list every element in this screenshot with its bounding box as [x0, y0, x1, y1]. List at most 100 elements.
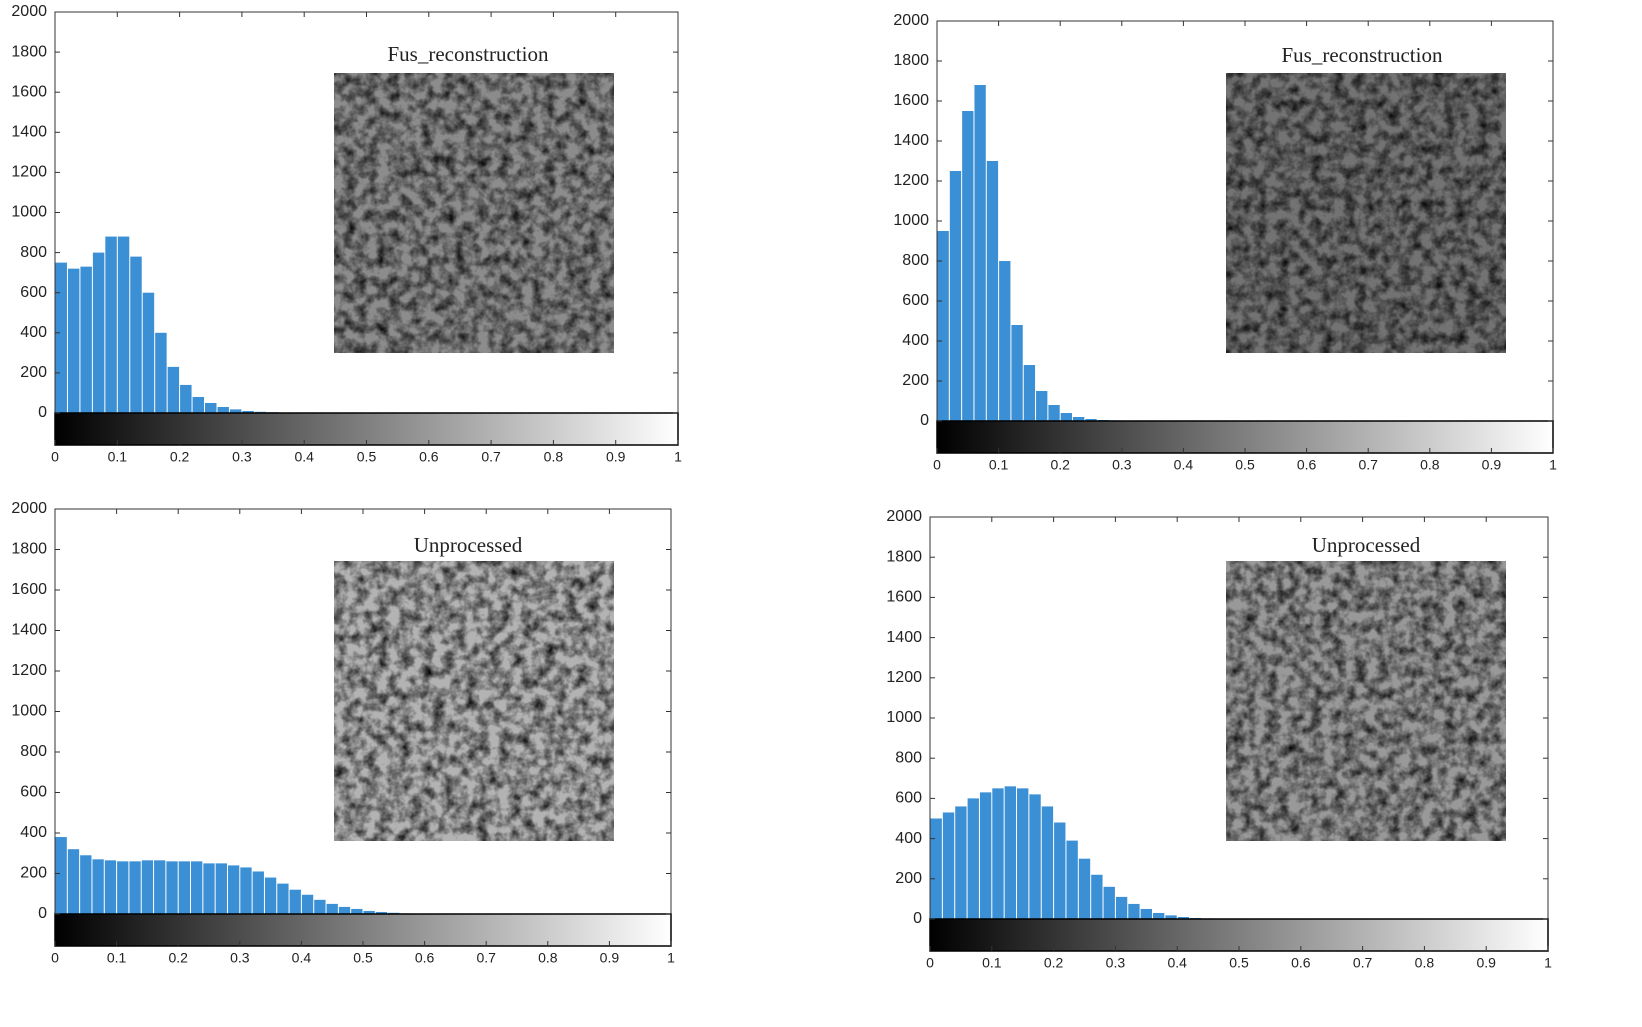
bar — [962, 111, 973, 421]
bar — [1104, 887, 1115, 919]
bar — [142, 860, 153, 914]
x-tick-label: 1 — [1549, 457, 1557, 473]
bar — [943, 812, 954, 919]
inset-image-texture — [334, 561, 614, 841]
bar — [1005, 786, 1016, 919]
y-tick-label: 800 — [895, 749, 922, 766]
y-tick-label: 0 — [38, 905, 47, 922]
bar — [56, 263, 67, 413]
bar — [1029, 794, 1040, 919]
y-tick-label: 0 — [913, 910, 922, 927]
x-tick-label: 0.1 — [989, 457, 1009, 473]
x-tick-label: 0.7 — [1358, 457, 1378, 473]
bar — [302, 895, 313, 914]
bar — [253, 871, 264, 914]
bar — [93, 253, 104, 413]
bar — [143, 293, 154, 413]
x-tick-label: 0.5 — [1229, 955, 1249, 971]
x-tick-label: 0.2 — [1050, 457, 1070, 473]
y-tick-label: 1000 — [11, 204, 47, 221]
inset-image-texture — [1226, 73, 1506, 353]
bar — [1042, 806, 1053, 919]
y-tick-label: 600 — [895, 790, 922, 807]
bar — [1017, 788, 1028, 919]
bar — [92, 859, 103, 914]
bar — [80, 267, 91, 413]
x-tick-label: 0.6 — [1297, 457, 1317, 473]
y-tick-label: 1200 — [893, 172, 929, 189]
x-tick-label: 0.8 — [544, 449, 564, 465]
bar — [1011, 325, 1022, 421]
bar — [265, 878, 276, 914]
y-tick-label: 0 — [920, 412, 929, 429]
x-tick-label: 1 — [667, 950, 675, 966]
bar — [277, 884, 288, 914]
y-tick-label: 200 — [20, 865, 47, 882]
inset-title: Fus_reconstruction — [1282, 43, 1443, 67]
y-tick-label: 2000 — [11, 500, 47, 517]
y-tick-label: 1400 — [11, 622, 47, 639]
x-tick-label: 0.9 — [1476, 955, 1496, 971]
x-tick-label: 0.8 — [538, 950, 558, 966]
bar — [130, 257, 141, 413]
y-tick-label: 2000 — [886, 508, 922, 525]
x-tick-label: 0.9 — [600, 950, 620, 966]
bar — [1153, 913, 1164, 919]
x-tick-label: 0.3 — [1112, 457, 1132, 473]
y-tick-label: 1600 — [11, 581, 47, 598]
x-tick-label: 0.4 — [1167, 955, 1187, 971]
x-tick-label: 0 — [51, 950, 59, 966]
inset-title: Fus_reconstruction — [388, 42, 549, 66]
bar — [968, 798, 979, 919]
y-tick-label: 400 — [902, 332, 929, 349]
y-tick-label: 200 — [902, 372, 929, 389]
x-tick-label: 0.1 — [982, 955, 1002, 971]
inset-image-texture — [1226, 561, 1506, 841]
bar — [1116, 897, 1127, 919]
x-tick-label: 0.1 — [108, 449, 128, 465]
y-tick-label: 1800 — [11, 541, 47, 558]
bar — [217, 407, 228, 413]
y-tick-label: 1800 — [893, 52, 929, 69]
x-tick-label: 0.1 — [107, 950, 127, 966]
bar — [1091, 875, 1102, 919]
bar — [240, 867, 251, 914]
y-tick-label: 1400 — [893, 132, 929, 149]
y-tick-label: 1800 — [11, 43, 47, 60]
x-tick-label: 0.8 — [1415, 955, 1435, 971]
bar — [314, 900, 325, 914]
bar — [290, 890, 301, 914]
bar — [216, 863, 227, 914]
y-tick-label: 200 — [895, 870, 922, 887]
y-tick-label: 800 — [20, 244, 47, 261]
bar — [980, 792, 991, 919]
bar — [931, 819, 942, 920]
bar — [68, 269, 79, 413]
bar — [166, 861, 177, 914]
bar — [974, 85, 985, 421]
bar — [339, 907, 350, 914]
y-tick-label: 400 — [20, 324, 47, 341]
inset-image-texture — [334, 73, 614, 353]
y-tick-label: 600 — [20, 284, 47, 301]
x-tick-label: 0.2 — [1044, 955, 1064, 971]
bar — [1024, 365, 1035, 421]
x-tick-label: 0.6 — [1291, 955, 1311, 971]
bar — [938, 231, 949, 421]
bar — [80, 855, 91, 914]
bar — [1141, 909, 1152, 919]
bar — [203, 863, 214, 914]
y-tick-label: 1600 — [11, 83, 47, 100]
y-tick-label: 1400 — [11, 124, 47, 141]
y-tick-label: 0 — [38, 404, 47, 421]
x-tick-label: 0.7 — [1353, 955, 1373, 971]
x-tick-label: 0.4 — [294, 449, 314, 465]
x-tick-label: 1 — [674, 449, 682, 465]
x-tick-label: 0.5 — [353, 950, 373, 966]
bar — [205, 403, 216, 413]
y-tick-label: 1200 — [11, 164, 47, 181]
